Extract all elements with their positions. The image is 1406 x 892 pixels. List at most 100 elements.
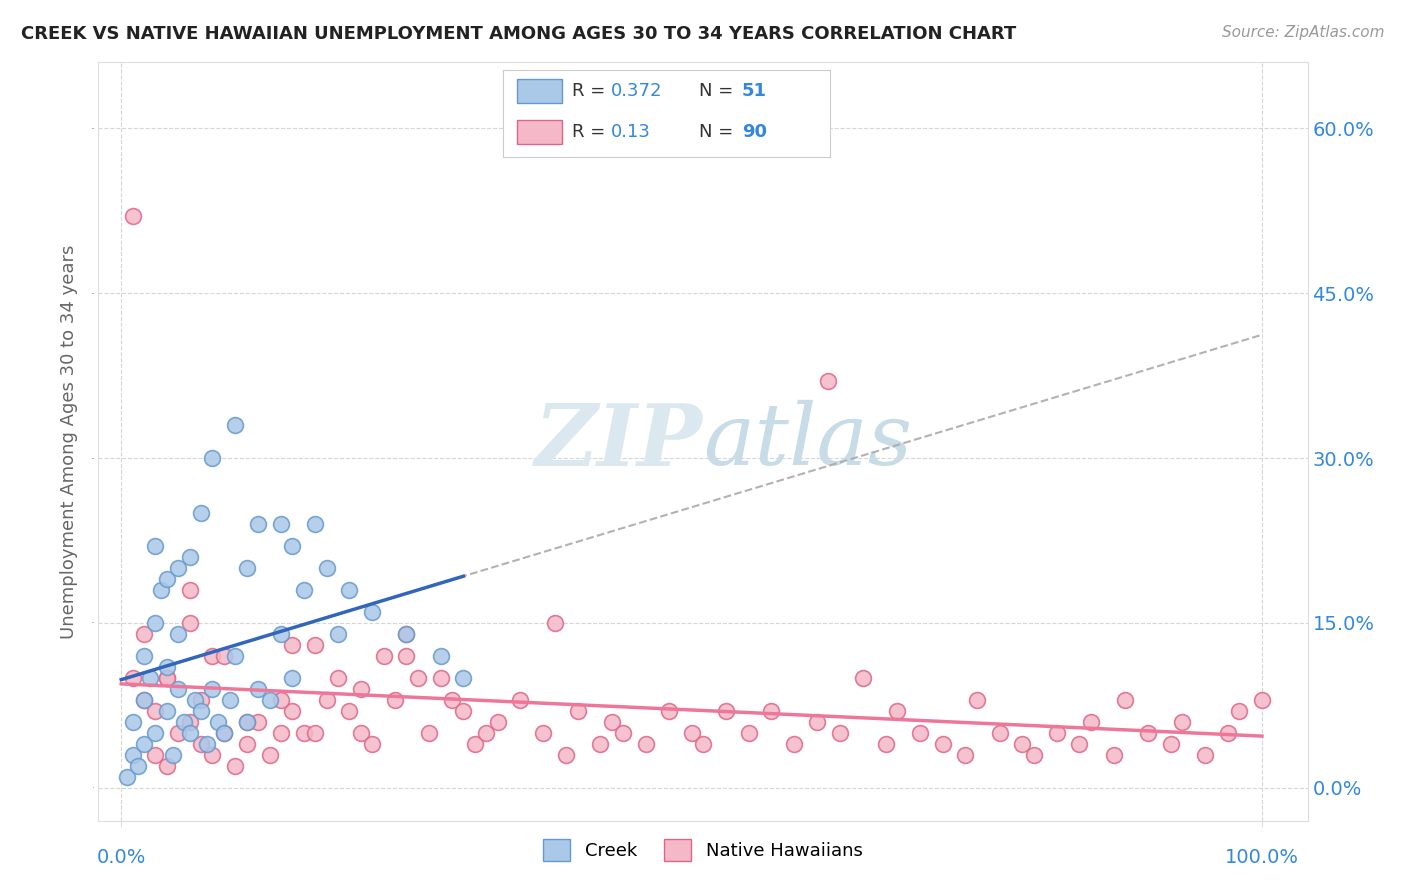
Point	[315, 692, 337, 706]
Text: 0.0%: 0.0%	[97, 848, 146, 867]
Point	[464, 737, 486, 751]
Text: atlas: atlas	[703, 401, 912, 483]
Point	[384, 692, 406, 706]
Point	[1069, 737, 1091, 751]
Point	[259, 747, 281, 762]
Point	[1011, 737, 1033, 751]
Point	[132, 692, 155, 706]
Point	[195, 737, 218, 751]
Point	[132, 627, 155, 641]
Point	[270, 627, 292, 641]
Point	[418, 725, 440, 739]
Point	[121, 671, 143, 685]
Point	[212, 725, 235, 739]
Point	[429, 671, 451, 685]
Point	[270, 725, 292, 739]
Point	[235, 561, 257, 575]
Point	[201, 747, 224, 762]
Point	[806, 714, 828, 729]
Point	[988, 725, 1011, 739]
Point	[179, 714, 201, 729]
Point	[634, 737, 657, 751]
Point	[235, 714, 257, 729]
Point	[145, 615, 167, 630]
Point	[544, 615, 567, 630]
Point	[1160, 737, 1182, 751]
Point	[224, 758, 246, 772]
Point	[555, 747, 578, 762]
Point	[292, 582, 315, 597]
Point	[395, 648, 418, 663]
Point	[681, 725, 703, 739]
Point	[326, 671, 349, 685]
Point	[350, 725, 373, 739]
Point	[1227, 704, 1250, 718]
Point	[145, 747, 167, 762]
Point	[156, 704, 179, 718]
Point	[127, 758, 149, 772]
Point	[132, 737, 155, 751]
Point	[247, 714, 270, 729]
Point	[658, 704, 681, 718]
Point	[190, 506, 212, 520]
Point	[361, 737, 384, 751]
Point	[486, 714, 509, 729]
Point	[304, 516, 326, 531]
Point	[337, 704, 360, 718]
Point	[190, 737, 212, 751]
Point	[115, 770, 138, 784]
Point	[224, 648, 246, 663]
Point	[121, 747, 143, 762]
Point	[270, 692, 292, 706]
Point	[121, 209, 143, 223]
Point	[1216, 725, 1239, 739]
Point	[281, 539, 304, 553]
Point	[326, 627, 349, 641]
Point	[167, 561, 190, 575]
Point	[441, 692, 464, 706]
Point	[167, 681, 190, 696]
Point	[212, 725, 235, 739]
Point	[179, 725, 201, 739]
Point	[761, 704, 783, 718]
Point	[1136, 725, 1159, 739]
Point	[247, 681, 270, 696]
Point	[453, 704, 475, 718]
Point	[201, 681, 224, 696]
Point	[817, 374, 839, 388]
Point	[235, 737, 257, 751]
Point	[156, 660, 179, 674]
Point	[156, 671, 179, 685]
Legend: Creek, Native Hawaiians: Creek, Native Hawaiians	[536, 832, 870, 869]
Point	[955, 747, 977, 762]
Point	[190, 704, 212, 718]
Point	[737, 725, 759, 739]
Point	[714, 704, 737, 718]
Point	[207, 714, 229, 729]
Point	[373, 648, 395, 663]
Point	[270, 516, 292, 531]
Point	[156, 671, 179, 685]
Point	[224, 418, 246, 433]
Point	[212, 648, 235, 663]
Point	[190, 692, 212, 706]
Point	[132, 648, 155, 663]
Point	[852, 671, 875, 685]
Point	[886, 704, 908, 718]
Point	[1046, 725, 1069, 739]
Point	[931, 737, 953, 751]
Point	[361, 605, 384, 619]
Point	[692, 737, 714, 751]
Point	[350, 681, 373, 696]
Point	[281, 704, 304, 718]
Point	[167, 725, 190, 739]
Text: CREEK VS NATIVE HAWAIIAN UNEMPLOYMENT AMONG AGES 30 TO 34 YEARS CORRELATION CHAR: CREEK VS NATIVE HAWAIIAN UNEMPLOYMENT AM…	[21, 25, 1017, 43]
Point	[828, 725, 851, 739]
Point	[395, 627, 418, 641]
Point	[304, 638, 326, 652]
Point	[145, 539, 167, 553]
Point	[259, 692, 281, 706]
Point	[337, 582, 360, 597]
Point	[139, 671, 162, 685]
Point	[201, 648, 224, 663]
